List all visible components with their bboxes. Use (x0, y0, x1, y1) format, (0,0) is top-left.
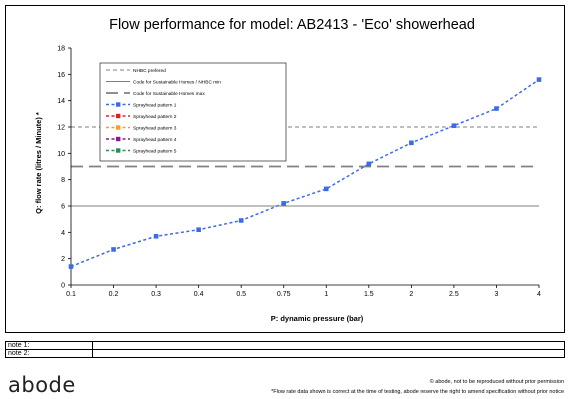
x-tick-label: 0.3 (151, 291, 161, 298)
chart-title: Flow performance for model: AB2413 - 'Ec… (109, 17, 475, 33)
notes-table: note 1: note 2: (5, 341, 565, 358)
x-tick-label: 0.1 (66, 291, 76, 298)
disclaimer-notice: *Flow rate data shown is correct at the … (271, 389, 564, 395)
data-point (196, 227, 201, 232)
abode-logo: abode (8, 373, 76, 397)
y-tick-label: 16 (57, 72, 65, 79)
y-tick-label: 10 (57, 151, 65, 158)
flow-chart: Flow performance for model: AB2413 - 'Ec… (34, 17, 542, 323)
legend-marker (116, 102, 121, 107)
y-tick-label: 0 (61, 283, 65, 290)
note-row: note 1: (5, 341, 565, 350)
y-tick-label: 6 (61, 204, 65, 211)
x-tick-label: 0.4 (194, 291, 204, 298)
x-tick-label: 1.5 (364, 291, 374, 298)
data-point (238, 218, 244, 223)
x-tick-label: 0.75 (277, 291, 291, 298)
legend-marker (116, 125, 121, 130)
legend-marker (116, 136, 121, 142)
y-tick-label: 14 (57, 98, 65, 105)
legend-label: Code for Sustainable Homes max (133, 91, 205, 97)
series-line (70, 78, 540, 268)
y-tick-label: 4 (61, 230, 65, 237)
note-row: note 2: (5, 349, 565, 358)
data-point (366, 161, 372, 167)
note-label: note 2: (5, 349, 93, 358)
data-point (111, 247, 116, 252)
y-tick-label: 12 (57, 125, 65, 132)
y-tick-label: 8 (61, 177, 65, 184)
legend-label: Sprayhead pattern 4 (133, 137, 177, 143)
copyright-notice: © abode, not to be reproduced without pr… (429, 379, 564, 385)
legend-marker (116, 148, 121, 153)
chart-frame: Flow performance for model: AB2413 - 'Ec… (5, 5, 565, 333)
legend-label: Sprayhead pattern 3 (133, 126, 177, 132)
data-point (451, 123, 457, 128)
legend-label: Sprayhead pattern 5 (133, 149, 177, 155)
y-tick-label: 2 (61, 256, 65, 263)
data-point (68, 264, 74, 269)
data-point (409, 140, 414, 146)
legend-label: Code for Sustainable Homes / NHBC min (133, 80, 221, 86)
note-label: note 1: (5, 341, 93, 350)
x-tick-label: 4 (537, 291, 541, 298)
legend-label: NHBC prefered (133, 68, 166, 74)
y-axis-title: Q: flow rate (litres / Minute) * (34, 112, 43, 214)
data-point (494, 106, 499, 111)
x-tick-label: 3 (495, 291, 499, 298)
data-point (536, 77, 542, 82)
data-point (323, 186, 329, 192)
x-tick-label: 1 (324, 291, 328, 298)
note-value[interactable] (92, 341, 565, 350)
data-point (153, 233, 159, 239)
legend-box (99, 62, 287, 162)
legend-marker (116, 113, 121, 119)
legend: NHBC prefered Code for Sustainable Homes … (99, 62, 287, 162)
data-point (281, 201, 287, 206)
x-tick-label: 2 (409, 291, 413, 298)
x-tick-label: 0.2 (109, 291, 119, 298)
note-value[interactable] (92, 349, 565, 358)
legend-label: Sprayhead pattern 2 (133, 114, 177, 120)
x-axis-title: P: dynamic pressure (bar) (271, 314, 364, 323)
legend-label: Sprayhead pattern 1 (133, 103, 177, 109)
y-tick-label: 18 (57, 46, 65, 53)
x-tick-label: 0.5 (236, 291, 246, 298)
x-tick-label: 2.5 (449, 291, 459, 298)
